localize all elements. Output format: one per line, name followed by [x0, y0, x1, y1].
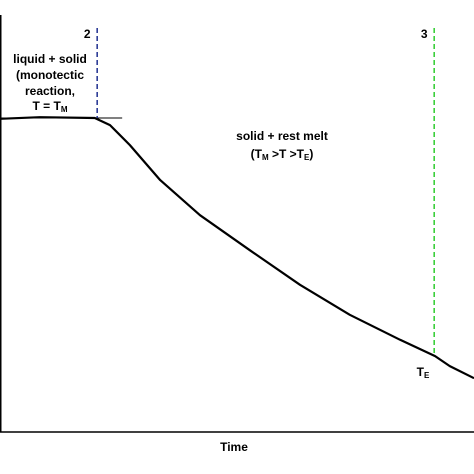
annotation: TE [417, 365, 430, 380]
annotation-part: ) [309, 147, 313, 161]
annotation-part: (T [251, 147, 263, 161]
x-axis-label: Time [220, 440, 248, 454]
annotation-part: T = T [32, 99, 61, 113]
annotation-sub: E [304, 153, 310, 162]
annotation-part: >T >T [269, 147, 305, 161]
annotation: (monotectic [16, 68, 84, 82]
annotation: solid + rest melt [236, 129, 328, 143]
marker-label: 2 [84, 27, 91, 41]
annotation-sub: M [262, 153, 269, 162]
annotation-sub: M [61, 105, 68, 114]
annotation-sub: E [424, 371, 430, 380]
marker-label: 3 [421, 27, 428, 41]
annotation-part: T [417, 365, 425, 379]
annotation: liquid + solid [13, 52, 87, 66]
annotation: reaction, [25, 84, 75, 98]
cooling-curve [0, 116, 474, 380]
annotation: (TM >T >TE) [251, 147, 314, 162]
annotation: T = TM [32, 99, 67, 114]
